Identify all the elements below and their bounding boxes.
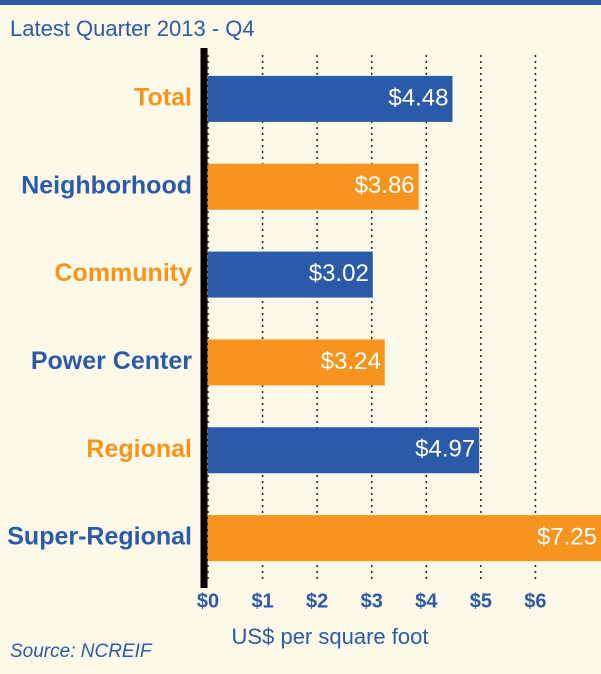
x-tick-label: $5	[470, 590, 492, 612]
source: Source: NCREIF	[10, 641, 153, 662]
category-label: Neighborhood	[21, 171, 192, 199]
x-tick-label: $0	[197, 590, 219, 612]
value-label: $3.02	[309, 260, 369, 287]
top-border	[0, 0, 601, 5]
x-tick-label: $1	[251, 590, 273, 612]
x-axis-label: US$ per square foot	[232, 624, 429, 649]
bar	[208, 163, 419, 210]
x-tick-label: $4	[415, 590, 438, 612]
bar	[208, 251, 373, 298]
chart-title: Latest Quarter 2013 - Q4	[10, 16, 255, 41]
value-label: $7.25	[537, 523, 597, 550]
value-label: $4.48	[388, 84, 448, 111]
category-label: Power Center	[31, 347, 192, 375]
value-label: $3.24	[321, 348, 381, 375]
category-label: Regional	[86, 435, 192, 463]
bar	[208, 75, 453, 122]
x-tick-label: $3	[361, 590, 383, 612]
x-tick-label: $2	[306, 590, 328, 612]
category-label: Total	[134, 84, 192, 112]
x-tick-label: $6	[524, 590, 546, 612]
bar	[208, 427, 480, 474]
category-label: Super-Regional	[7, 523, 192, 551]
value-label: $4.97	[415, 436, 475, 463]
bar	[208, 339, 385, 386]
category-label: Community	[55, 259, 193, 287]
bar	[208, 515, 601, 562]
value-label: $3.86	[355, 172, 415, 199]
